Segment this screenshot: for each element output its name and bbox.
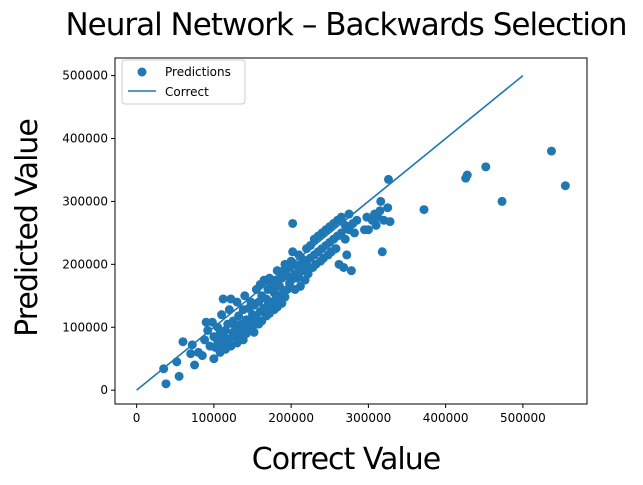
y-tick-label: 300000	[62, 194, 108, 208]
prediction-point	[352, 215, 362, 225]
x-tick-label: 500000	[500, 411, 546, 425]
prediction-point	[560, 181, 570, 191]
y-tick-label: 400000	[62, 132, 108, 146]
prediction-point	[331, 244, 341, 254]
legend-box	[121, 59, 246, 105]
prediction-point	[224, 305, 234, 315]
prediction-point	[336, 212, 346, 222]
x-axis-ticks: 0 100000 200000 300000 400000 500000	[133, 404, 546, 425]
prediction-point	[288, 218, 298, 228]
prediction-point	[240, 291, 250, 301]
prediction-point	[186, 349, 196, 359]
x-tick-label: 400000	[423, 411, 469, 425]
y-tick-label: 200000	[62, 257, 108, 271]
prediction-point	[209, 354, 219, 364]
y-tick-label: 100000	[62, 320, 108, 334]
prediction-point	[383, 203, 393, 213]
prediction-point	[385, 217, 395, 227]
legend-predictions-marker	[137, 67, 147, 77]
prediction-point	[383, 174, 393, 184]
prediction-point	[178, 337, 188, 347]
prediction-point	[346, 266, 356, 276]
prediction-point	[203, 325, 213, 335]
prediction-point	[342, 250, 352, 260]
prediction-point	[217, 310, 227, 320]
prediction-point	[377, 247, 387, 257]
prediction-point	[481, 162, 491, 172]
prediction-point	[232, 297, 242, 307]
y-axis-ticks: 0 100000 200000 300000 400000 500000	[62, 69, 115, 397]
prediction-point	[174, 371, 184, 381]
prediction-point	[344, 209, 354, 219]
y-tick-label: 0	[100, 383, 108, 397]
prediction-point	[197, 351, 207, 361]
x-tick-label: 300000	[345, 411, 391, 425]
legend-predictions-label: Predictions	[165, 65, 231, 79]
prediction-point	[340, 234, 350, 244]
prediction-point	[218, 294, 228, 304]
prediction-points-layer	[159, 146, 570, 389]
prediction-point	[497, 196, 507, 206]
prediction-point	[376, 196, 386, 206]
prediction-point	[375, 206, 385, 216]
x-tick-label: 100000	[191, 411, 237, 425]
prediction-point	[272, 266, 282, 276]
plot-area: 0 100000 200000 300000 400000 500000 0 100000 2…	[62, 57, 588, 425]
x-tick-label: 0	[133, 411, 141, 425]
prediction-point	[234, 311, 244, 321]
x-axis-label: Correct Value	[252, 442, 440, 477]
prediction-point	[363, 225, 373, 235]
prediction-point	[190, 360, 200, 370]
prediction-point	[419, 205, 429, 215]
y-tick-label: 500000	[62, 69, 108, 83]
prediction-point	[280, 292, 290, 302]
prediction-point	[161, 379, 171, 389]
prediction-point	[249, 327, 259, 337]
x-tick-label: 200000	[268, 411, 314, 425]
prediction-point	[200, 335, 210, 345]
y-axis-label: Predicted Value	[10, 119, 45, 337]
prediction-point	[371, 220, 381, 230]
prediction-point	[303, 269, 313, 279]
prediction-point	[172, 357, 182, 367]
prediction-point	[349, 228, 359, 238]
chart-title: Neural Network – Backwards Selection	[65, 7, 626, 43]
prediction-point	[295, 281, 305, 291]
legend-correct-label: Correct	[165, 85, 209, 99]
prediction-point	[187, 340, 197, 350]
prediction-point	[339, 262, 349, 272]
prediction-point	[462, 170, 472, 180]
prediction-point	[159, 364, 169, 374]
legend: Predictions Correct	[121, 59, 246, 105]
prediction-point	[201, 317, 211, 327]
prediction-point	[546, 146, 556, 156]
